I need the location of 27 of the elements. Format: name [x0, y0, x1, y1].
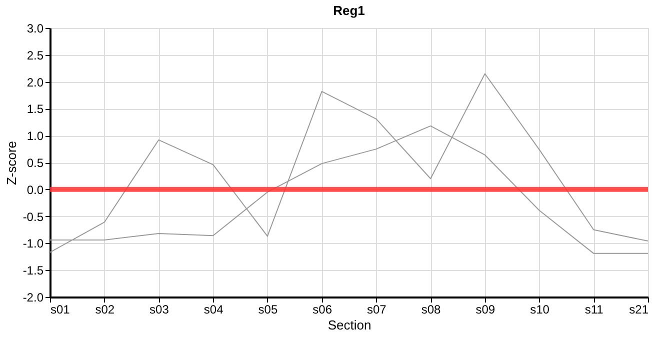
- x-tick-label: s21: [629, 302, 649, 316]
- y-tick-label: 2.0: [26, 75, 44, 90]
- y-tick-label: 1.0: [26, 129, 44, 144]
- x-tick-label: s06: [312, 302, 332, 316]
- y-tick-label: -2.0: [22, 290, 44, 304]
- x-tick-label: s11: [584, 302, 604, 316]
- y-tick-label: 2.5: [26, 48, 44, 62]
- x-tick-label: s03: [150, 302, 170, 316]
- x-tick-label: s01: [50, 302, 70, 316]
- y-tick-label: 1.5: [26, 102, 44, 116]
- chart-title: Reg1: [333, 3, 365, 18]
- y-tick-label: 0.0: [26, 182, 44, 197]
- x-tick-label: s04: [204, 302, 224, 316]
- x-tick-label: s07: [367, 302, 387, 316]
- x-tick-label: s05: [258, 302, 278, 316]
- x-tick-label: s09: [476, 302, 496, 316]
- x-tick-label: s08: [421, 302, 442, 316]
- y-tick-label: 3.0: [26, 22, 44, 36]
- y-tick-label: 0.5: [26, 156, 44, 170]
- x-axis-title: Section: [328, 318, 372, 332]
- x-tick-label: s02: [95, 302, 115, 316]
- x-tick-label: s10: [530, 302, 550, 316]
- y-tick-label: -0.5: [22, 210, 44, 224]
- y-tick-label: -1.5: [22, 264, 44, 278]
- y-tick-label: -1.0: [22, 236, 44, 251]
- y-axis-title: Z-score: [4, 140, 19, 186]
- line-series: [50, 73, 648, 253]
